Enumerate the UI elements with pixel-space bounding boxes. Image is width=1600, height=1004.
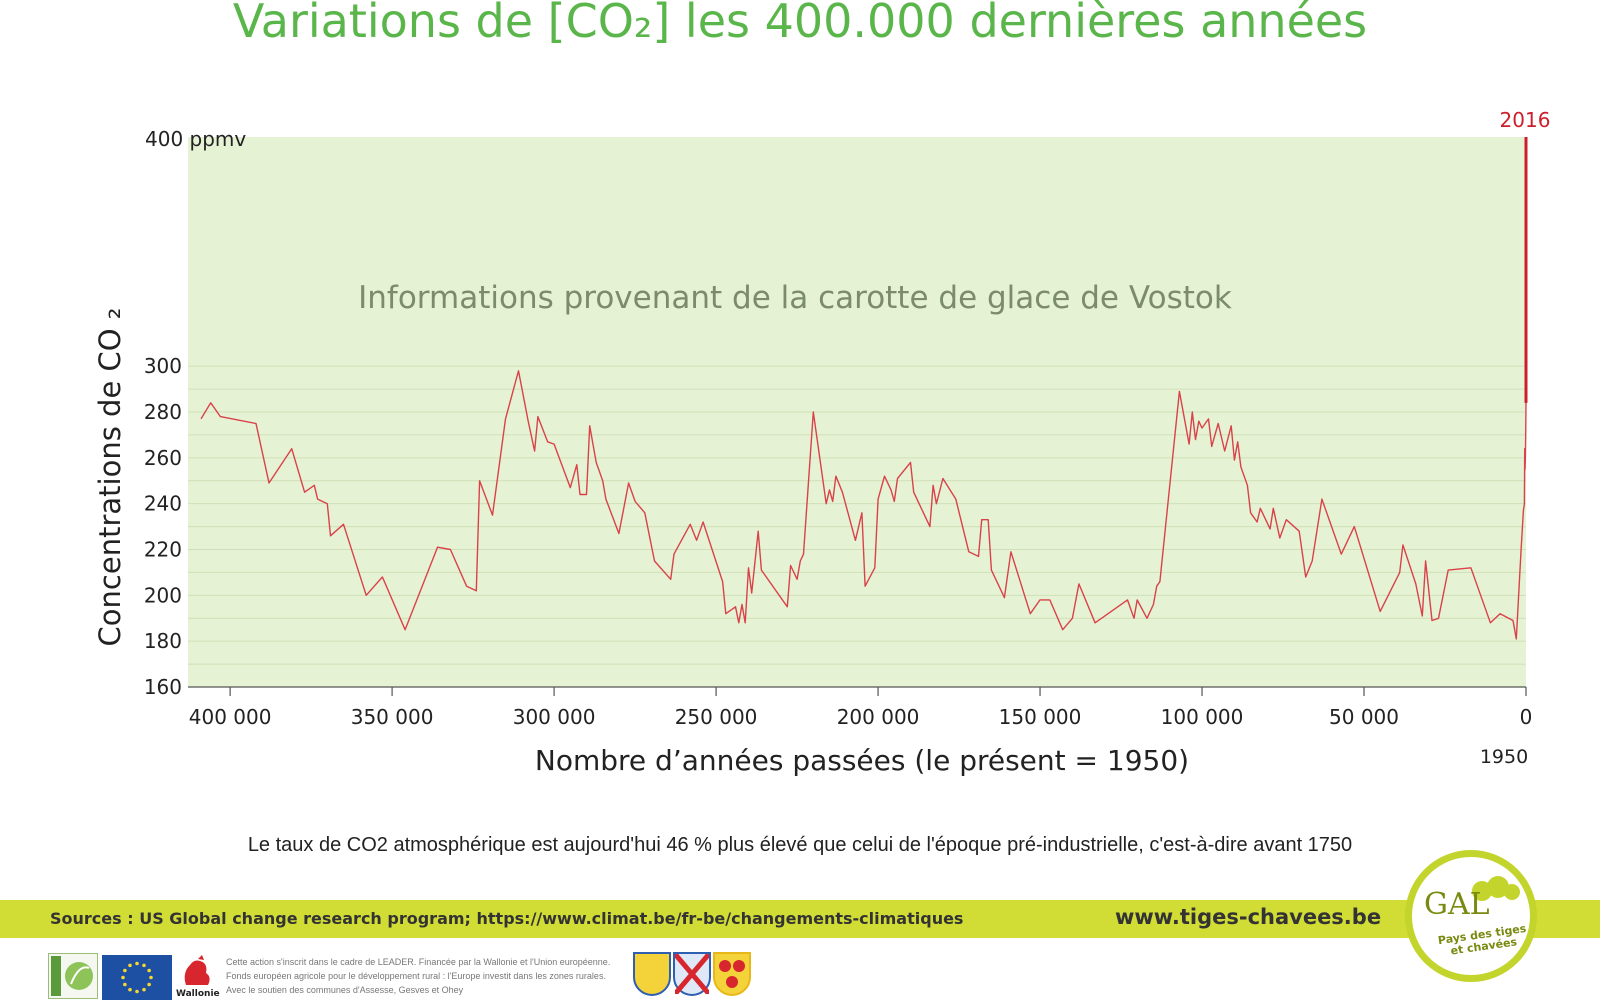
grid-lines — [188, 365, 1526, 665]
gal-logo-text: GAL — [1424, 887, 1490, 922]
x-tick-label: 400 000 — [189, 705, 272, 729]
x-tick-label: 50 000 — [1329, 705, 1399, 729]
sources-text: Sources : US Global change research prog… — [50, 909, 964, 928]
y-tick-label: 240 — [144, 492, 182, 516]
x-tick-label: 150 000 — [999, 705, 1082, 729]
y-tick-label: 220 — [144, 538, 182, 562]
leader-text-line: Cette action s'inscrit dans le cadre de … — [226, 957, 611, 967]
leader-logo — [48, 953, 98, 999]
x-axis-label: Nombre d’années passées (le présent = 19… — [535, 744, 1189, 777]
y-ticks: 160 180 200 220 240 260 280 300 — [144, 354, 182, 699]
present-year-label: 1950 — [1480, 746, 1528, 768]
top-label-400-ppmv: 400 ppmv — [145, 127, 246, 151]
x-tick-label: 0 — [1520, 705, 1533, 729]
co2-chart: 400 000 350 000 300 000 250 000 200 000 150 0… — [93, 108, 1551, 777]
leader-funding-text: Cette action s'inscrit dans le cadre de … — [226, 955, 626, 997]
vostok-annotation: Informations provenant de la carotte de … — [358, 280, 1232, 316]
wallonie-rooster-icon — [178, 955, 214, 1000]
co2-series-line — [200, 370, 1527, 640]
y-tick-label: 260 — [144, 446, 182, 470]
ohey-coat-of-arms-icon — [713, 952, 751, 996]
website-link[interactable]: www.tiges-chavees.be — [1115, 905, 1382, 929]
x-tick-label: 100 000 — [1161, 705, 1244, 729]
gesves-coat-of-arms-icon — [673, 952, 711, 996]
y-tick-label: 300 — [144, 354, 182, 378]
page-title: Variations de [CO₂] les 400.000 dernière… — [232, 0, 1368, 48]
eu-flag-icon — [102, 955, 172, 1000]
leader-text-line: Avec le soutien des communes d'Assesse, … — [226, 985, 464, 995]
leaf-icon — [51, 956, 93, 996]
y-tick-label: 160 — [144, 675, 182, 699]
x-tick-label: 350 000 — [351, 705, 434, 729]
x-ticks: 400 000 350 000 300 000 250 000 200 000 150 0… — [189, 687, 1533, 729]
assesse-coat-of-arms-icon — [633, 952, 671, 996]
y-axis-label: Concentrations de CO ₂ — [93, 308, 127, 647]
sources-band — [0, 900, 1600, 938]
x-tick-label: 200 000 — [837, 705, 920, 729]
gal-logo-subtitle: Pays des tiges et chavées — [1437, 921, 1528, 958]
x-tick-label: 250 000 — [675, 705, 758, 729]
x-tick-label: 300 000 — [513, 705, 596, 729]
y-tick-label: 200 — [144, 583, 182, 607]
gal-logo: GAL Pays des tiges et chavées — [1405, 850, 1537, 982]
trees-icon — [1472, 876, 1520, 901]
wallonie-label: Wallonie — [176, 989, 220, 999]
co2-increase-note: Le taux de CO2 atmosphérique est aujourd… — [247, 834, 1353, 856]
marker-2016-label: 2016 — [1500, 108, 1551, 132]
leader-text-line: Fonds européen agricole pour le développ… — [226, 971, 606, 981]
y-tick-label: 280 — [144, 400, 182, 424]
y-tick-label: 180 — [144, 629, 182, 653]
